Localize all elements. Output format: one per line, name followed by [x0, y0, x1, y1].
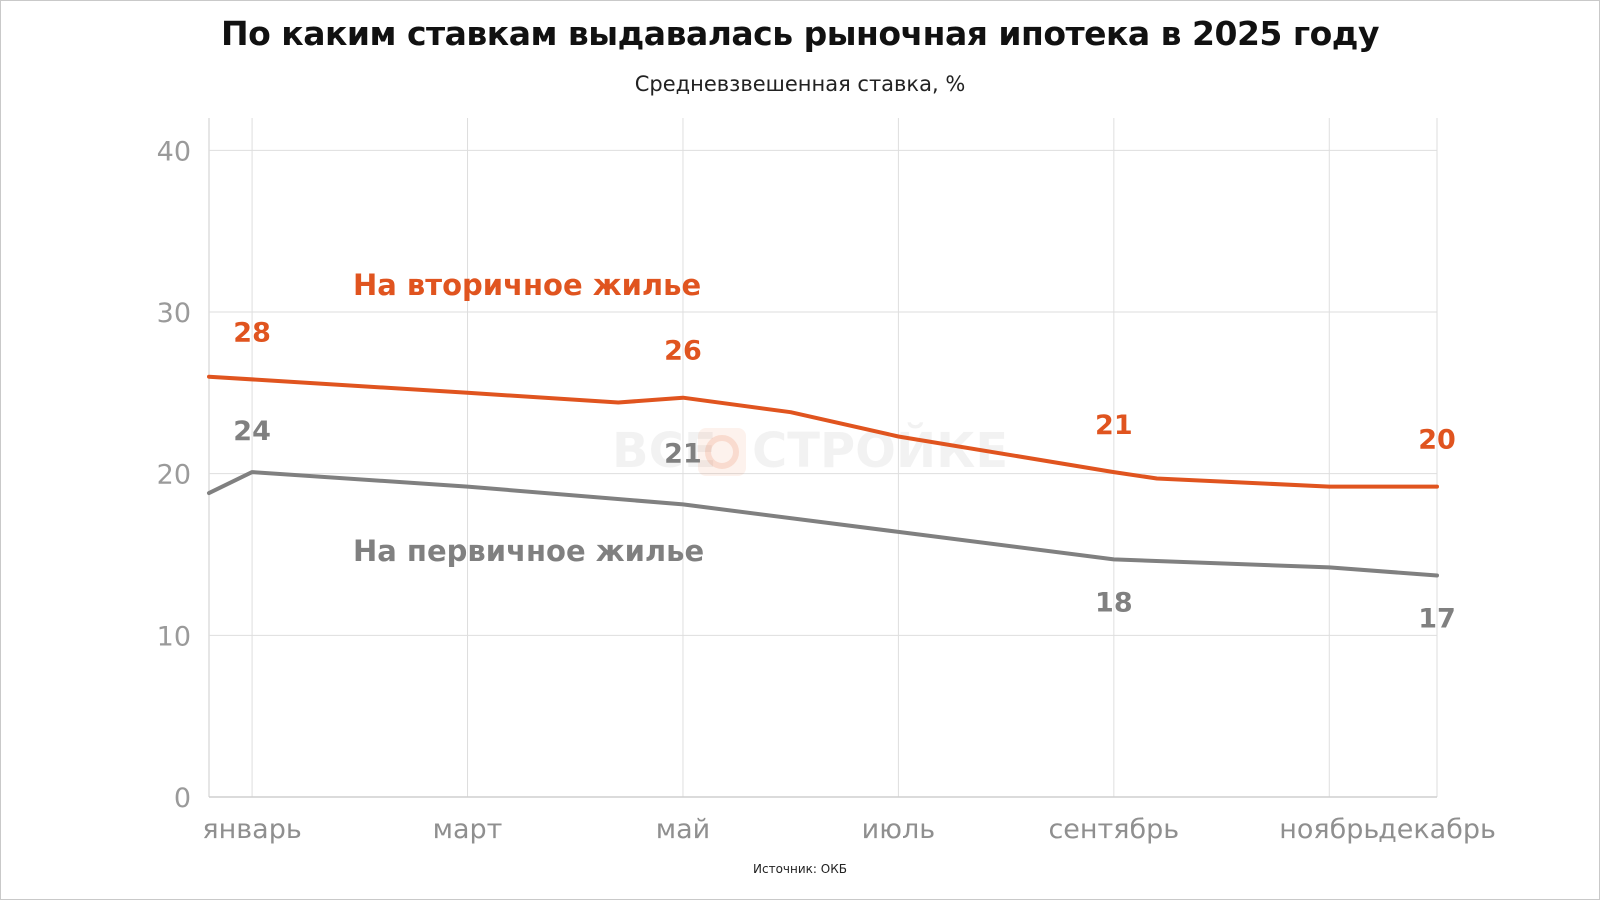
- x-tick-label-5: сентябрь: [1048, 814, 1179, 845]
- x-tick-label-3: май: [656, 814, 710, 845]
- watermark: ВСЕ СТРОЙКЕ: [612, 422, 1008, 479]
- data-label-s1-3: 21: [1095, 410, 1133, 441]
- data-label-s2-1: 24: [233, 416, 271, 447]
- chart-title: По каким ставкам выдавалась рыночная ипо…: [221, 14, 1379, 53]
- x-tick-label-4: июль: [862, 814, 935, 845]
- data-label-s1-4: 20: [1418, 425, 1456, 456]
- x-tick-label-7: декабрь: [1378, 814, 1496, 845]
- data-label-s1-2: 26: [664, 336, 702, 367]
- data-label-s2-2: 21: [664, 438, 702, 469]
- x-tick-label-2: март: [433, 814, 503, 845]
- series-line-2: [207, 470, 1439, 578]
- y-tick-label-20: 20: [157, 460, 191, 491]
- y-tick-label-10: 10: [157, 621, 191, 652]
- y-tick-label-0: 0: [174, 783, 191, 814]
- series-name-label-2: На первичное жилье: [353, 534, 704, 568]
- chart-subtitle: Средневзвешенная ставка, %: [634, 72, 966, 96]
- x-tick-label-1: январь: [202, 814, 301, 845]
- series: [207, 374, 1439, 578]
- axes: 0 10 20 30 40 январь март май июль сентябрь ноябрь…: [157, 118, 1496, 845]
- data-label-s1-1: 28: [233, 317, 271, 348]
- source-note: Источник: ОКБ: [753, 862, 847, 876]
- x-tick-label-6: ноябрь: [1279, 814, 1379, 845]
- watermark-logo-icon: [698, 428, 746, 476]
- y-tick-label-30: 30: [157, 298, 191, 329]
- y-tick-label-40: 40: [157, 136, 191, 167]
- series-name-label-1: На вторичное жилье: [353, 268, 701, 302]
- data-label-s2-3: 18: [1095, 587, 1133, 618]
- watermark-text-left: ВСЕ: [612, 423, 717, 479]
- data-label-s2-4: 17: [1418, 604, 1456, 635]
- series-line-1: [207, 374, 1439, 489]
- data-labels: 28 26 21 20 24 21 18 17 На вторичное жилье На пер…: [233, 268, 1455, 635]
